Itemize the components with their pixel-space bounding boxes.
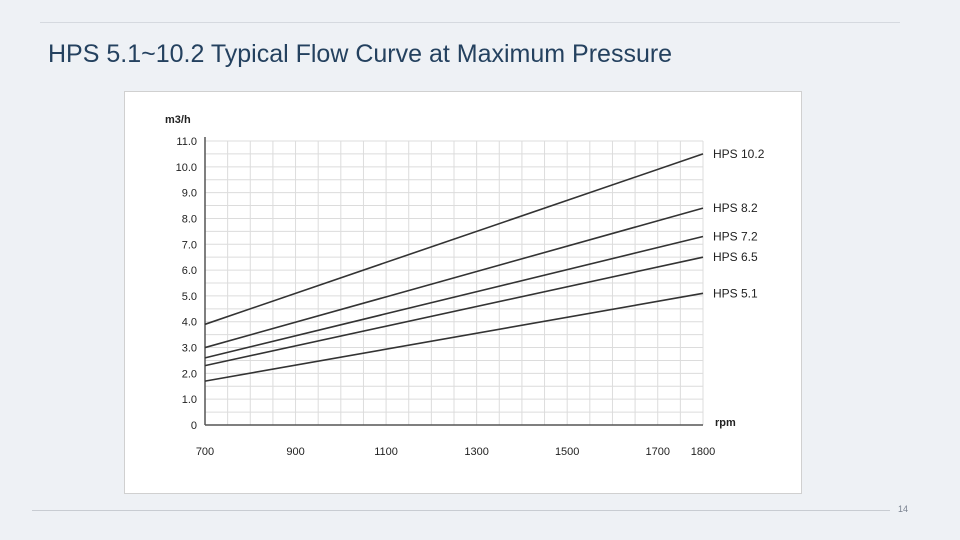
x-tick-label: 1300: [464, 446, 488, 458]
x-tick-label: 1700: [645, 446, 669, 458]
y-tick-label: 10.0: [176, 162, 197, 174]
x-tick-label: 1500: [555, 446, 579, 458]
y-axis-label: m3/h: [165, 114, 191, 126]
series-line: [204, 207, 704, 349]
chart-frame: 0 1.0 2.0 3.0 4.0 5.0 6.0 7.0 8.0 9.0 10.0 11.0 700 9…: [124, 91, 802, 494]
y-tick-label: 9.0: [182, 188, 197, 200]
labels: 0 1.0 2.0 3.0 4.0 5.0 6.0 7.0 8.0 9.0 10.0 11.0 700 9…: [165, 114, 765, 458]
y-tick-label: 0: [191, 420, 197, 432]
x-tick-label: 1800: [691, 446, 715, 458]
series-lines: [204, 153, 704, 382]
x-tick-label: 1100: [374, 446, 398, 458]
flow-curve-chart: 0 1.0 2.0 3.0 4.0 5.0 6.0 7.0 8.0 9.0 10.0 11.0 700 9…: [165, 114, 765, 458]
page-number: 14: [898, 504, 909, 514]
series-line: [204, 256, 704, 367]
series-label: HPS 7.2: [713, 230, 758, 244]
series-label: HPS 5.1: [713, 286, 758, 300]
y-tick-label: 3.0: [182, 343, 197, 355]
series-label: HPS 6.5: [713, 250, 758, 264]
y-tick-label: 5.0: [182, 291, 197, 303]
slide-title: HPS 5.1~10.2 Typical Flow Curve at Maxim…: [48, 40, 673, 68]
bottom-divider: [32, 510, 890, 511]
grid: [204, 140, 704, 426]
x-tick-label: 700: [196, 446, 214, 458]
axes: [204, 137, 703, 426]
series-label: HPS 10.2: [713, 147, 765, 161]
y-tick-label: 4.0: [182, 317, 197, 329]
top-divider: [40, 22, 900, 23]
series-line: [204, 292, 704, 382]
y-tick-label: 8.0: [182, 213, 197, 225]
y-tick-label: 6.0: [182, 265, 197, 277]
y-tick-label: 2.0: [182, 368, 197, 380]
series-line: [204, 153, 704, 326]
y-tick-label: 1.0: [182, 394, 197, 406]
y-tick-label: 7.0: [182, 239, 197, 251]
x-tick-label: 900: [286, 446, 304, 458]
series-label: HPS 8.2: [713, 201, 758, 215]
x-axis-label: rpm: [715, 417, 736, 429]
y-tick-label: 11.0: [176, 136, 197, 148]
series-line: [204, 235, 704, 359]
